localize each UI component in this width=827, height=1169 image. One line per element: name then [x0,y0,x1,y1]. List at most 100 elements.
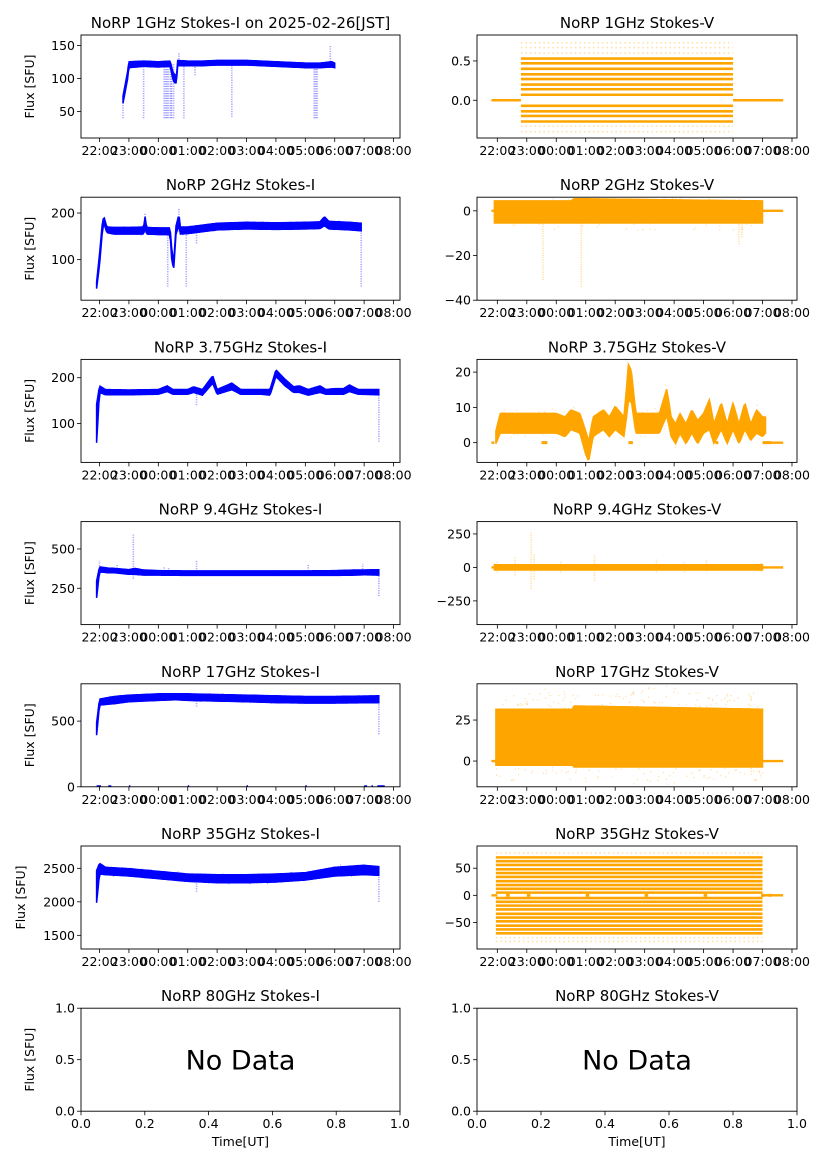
data-point [564,432,567,434]
data-point [746,739,749,742]
data-point [612,564,615,566]
data-point [573,406,575,409]
data-point [614,754,616,756]
data-point [676,200,679,203]
data-point [583,436,586,439]
data-point [306,388,308,390]
data-point [101,702,103,704]
data-point [674,687,676,690]
axes-frame [80,845,401,950]
data-point [358,694,360,697]
data-point [362,393,364,395]
data-point [533,420,536,422]
data-point [261,700,264,703]
data-point [757,569,760,571]
data-point [106,867,109,869]
data-point [202,62,204,65]
data-point [376,389,379,392]
data-point [233,573,236,576]
data-point [252,697,254,699]
data-point [326,700,328,702]
subplot-80GHz-V: NoRP 80GHz Stokes-V0.0 0.2 0.4 0.6 0.8 1.00.0… [451,987,807,1149]
data-point [667,737,670,740]
data-point [570,565,573,567]
data-point [169,232,171,234]
data-point [733,438,735,441]
data-point [105,869,108,871]
data-point [169,67,172,69]
data-point [537,713,540,715]
x-tick-label: 22:00 [479,467,515,482]
data-point [246,393,249,395]
data-point [627,202,630,204]
data-point [542,208,544,211]
data-point [528,568,530,571]
data-point [278,64,281,66]
axes-frame [476,521,798,626]
data-point [693,564,695,566]
axes-frame [476,358,798,463]
data-point [120,232,122,235]
data-point [115,389,117,392]
data-point [498,775,501,778]
data-point [731,567,733,569]
data-point [503,734,505,737]
x-tick-label: 05:00 [287,467,323,482]
data-point [124,874,126,877]
data-point [300,702,302,705]
x-tick-label: 06:00 [317,305,353,320]
data-point [145,232,147,234]
data-point [526,703,528,705]
data-point [318,873,320,875]
data-point [146,572,149,574]
data-point [653,737,655,740]
data-point [353,873,356,875]
x-tick-label: 00:00 [538,792,574,807]
data-point [714,568,716,571]
data-point [529,417,531,419]
data-point [616,693,619,695]
data-point [760,564,762,567]
data-point [163,878,165,880]
data-point [350,875,352,878]
data-point [121,570,124,572]
data-point [670,568,672,571]
data-point [130,572,132,575]
data-point [653,701,655,703]
y-tick-label: 250 [51,581,75,596]
data-point [589,216,592,219]
data-point [255,701,257,703]
data-point [135,233,138,235]
data-point [725,567,727,569]
data-point [741,425,743,428]
data-point [249,570,251,573]
data-point [303,699,305,701]
data-point [142,876,144,878]
x-tick-label: 01:00 [568,792,604,807]
data-point [756,770,758,772]
x-tick-label: 02:00 [199,143,235,158]
data-point [688,567,690,570]
x-tick-label: 04:00 [656,792,692,807]
data-point [542,434,544,436]
data-point [307,226,309,229]
data-point [597,775,599,778]
data-point [556,438,558,441]
data-point [239,873,242,876]
data-point [527,703,529,705]
data-point [601,703,603,706]
data-point [524,769,526,771]
data-point [132,871,135,873]
data-point [127,570,129,573]
data-band [95,369,380,443]
data-point [207,383,209,386]
data-point [726,695,729,697]
data-point [664,211,667,213]
data-point [124,701,127,703]
x-tick-label: 23:00 [509,792,545,807]
data-point [129,570,131,573]
data-point [714,565,716,568]
data-point [116,702,118,704]
y-tick-label: 0 [463,888,471,903]
data-point [725,776,727,778]
